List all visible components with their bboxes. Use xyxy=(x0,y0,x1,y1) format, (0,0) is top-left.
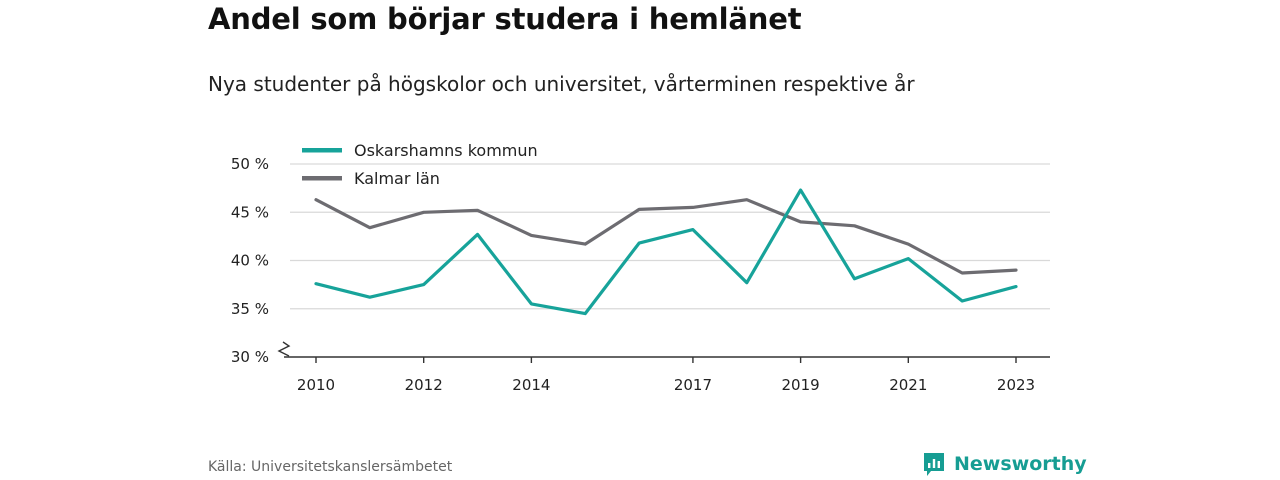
y-tick-label: 35 % xyxy=(231,300,269,318)
y-axis: 30 % 35 % 40 % 45 % 50 % xyxy=(231,155,291,366)
x-tick-label: 2017 xyxy=(674,376,712,394)
series-lines xyxy=(314,188,1018,316)
legend: Oskarshamns kommun Kalmar län xyxy=(302,141,538,188)
series-line-kalmar xyxy=(314,198,1018,275)
legend-label: Kalmar län xyxy=(354,169,440,188)
x-tick-label: 2014 xyxy=(512,376,550,394)
legend-label: Oskarshamns kommun xyxy=(354,141,538,160)
newsworthy-logo-icon xyxy=(924,453,944,476)
source-note: Källa: Universitetskanslersämbetet xyxy=(208,459,453,475)
x-tick-label: 2019 xyxy=(782,376,820,394)
legend-swatch xyxy=(302,148,342,153)
x-tick-label: 2012 xyxy=(405,376,443,394)
y-tick-label: 45 % xyxy=(231,203,269,221)
gridlines xyxy=(290,163,1050,310)
axis-break-icon xyxy=(277,341,291,357)
y-tick-label: 30 % xyxy=(231,348,269,366)
brand-logo: Newsworthy xyxy=(922,451,1087,477)
x-axis: 2010 2012 2014 2017 2019 2021 2023 xyxy=(284,356,1050,394)
y-tick-label: 40 % xyxy=(231,252,269,270)
chart-title: Andel som börjar studera i hemlänet xyxy=(208,2,802,36)
x-tick-label: 2021 xyxy=(889,376,927,394)
brand-name: Newsworthy xyxy=(954,453,1087,475)
x-tick-label: 2010 xyxy=(297,376,335,394)
series-line-oskarshamn xyxy=(314,188,1018,316)
x-tick-label: 2023 xyxy=(997,376,1035,394)
legend-swatch xyxy=(302,176,342,181)
y-tick-label: 50 % xyxy=(231,155,269,173)
line-chart: 30 %35 %40 %45 %50 % 2010 2012 2014 2017 201… xyxy=(231,141,1050,394)
chart-subtitle: Nya studenter på högskolor och universit… xyxy=(208,72,915,96)
